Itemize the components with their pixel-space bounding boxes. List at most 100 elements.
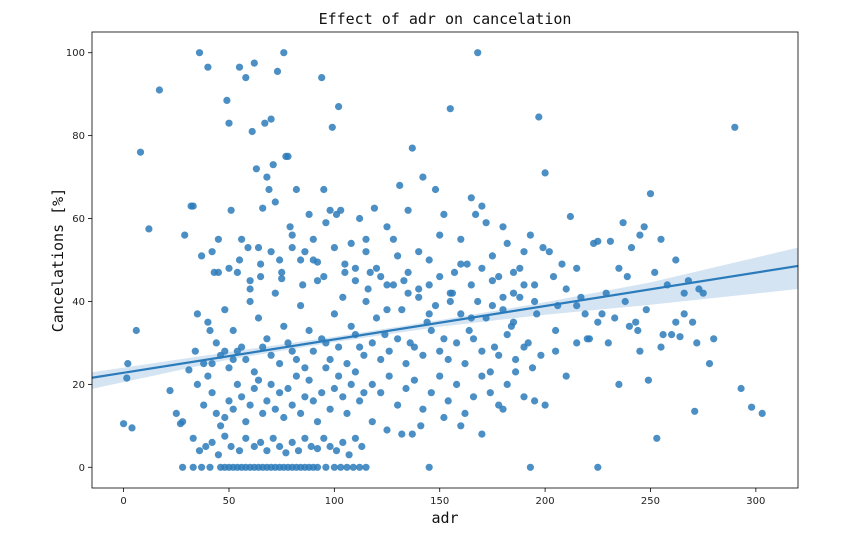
scatter-point <box>478 372 486 380</box>
scatter-point <box>581 310 589 318</box>
scatter-point <box>200 401 208 409</box>
scatter-point <box>474 297 482 306</box>
scatter-point <box>377 273 385 281</box>
scatter-point <box>349 463 357 471</box>
scatter-point <box>394 401 402 409</box>
regression-line-path <box>91 264 799 379</box>
scatter-point <box>680 289 688 297</box>
scatter-point <box>389 235 397 243</box>
scatter-point <box>326 355 334 364</box>
scatter-point <box>351 434 359 442</box>
scatter-point <box>330 244 338 252</box>
scatter-point <box>415 248 423 256</box>
x-tick-label: 200 <box>536 496 555 507</box>
scatter-point <box>469 393 478 401</box>
scatter-point <box>271 405 279 413</box>
scatter-point <box>351 368 359 376</box>
scatter-point <box>248 127 256 136</box>
scatter-point <box>278 275 286 283</box>
scatter-point <box>541 169 549 177</box>
scatter-point <box>225 364 233 372</box>
scatter-point <box>233 268 241 276</box>
scatter-point <box>526 463 535 471</box>
scatter-point <box>657 343 665 351</box>
scatter-point <box>425 463 433 471</box>
scatter-point <box>488 277 496 285</box>
scatter-point <box>120 420 128 428</box>
scatter-point <box>286 223 294 231</box>
scatter-point <box>284 339 292 347</box>
scatter-point <box>539 244 547 252</box>
scatter-point <box>431 302 440 310</box>
scatter-point <box>208 360 216 368</box>
scatter-point <box>280 322 288 330</box>
x-ticks: 0 50 100 150 200 250 300 <box>120 488 765 507</box>
scatter-point <box>235 63 244 71</box>
scatter-point <box>227 442 235 451</box>
scatter-point <box>320 273 328 281</box>
y-tick-label: 20 <box>72 380 85 391</box>
scatter-point <box>305 210 313 218</box>
scatter-point <box>263 397 271 405</box>
scatter-point <box>301 248 309 256</box>
scatter-point <box>385 372 393 380</box>
scatter-point <box>370 204 378 212</box>
scatter-point <box>453 339 461 347</box>
scatter-point <box>269 161 277 169</box>
scatter-point <box>623 273 631 281</box>
scatter-point <box>372 314 381 322</box>
scatter-point <box>465 326 473 335</box>
scatter-point <box>360 351 368 359</box>
scatter-point <box>467 194 475 202</box>
scatter-point <box>246 285 254 293</box>
scatter-point <box>208 248 216 256</box>
scatter-point <box>189 463 197 471</box>
scatter-point <box>425 281 433 289</box>
scatter-point <box>383 426 391 434</box>
scatter-point <box>235 256 244 264</box>
scatter-point <box>463 260 471 268</box>
scatter-point <box>271 289 279 297</box>
scatter-point <box>335 372 343 380</box>
scatter-point <box>446 297 454 306</box>
scatter-point <box>604 339 612 347</box>
scatter-point <box>257 273 265 281</box>
scatter-point <box>450 268 459 276</box>
scatter-point <box>558 260 566 268</box>
scatter-point <box>509 289 518 297</box>
scatter-point <box>425 310 433 318</box>
scatter-point <box>309 397 317 405</box>
scatter-point <box>503 380 511 388</box>
scatter-point <box>672 318 680 326</box>
scatter-point <box>309 235 317 243</box>
scatter-point <box>345 451 353 459</box>
scatter-point <box>457 310 465 318</box>
scatter-point <box>356 397 364 405</box>
x-tick-label: 100 <box>325 496 344 507</box>
scatter-point <box>383 306 391 314</box>
scatter-point <box>615 264 623 272</box>
scatter-point <box>531 281 539 289</box>
scatter-point <box>189 202 197 210</box>
scatter-point <box>440 413 448 422</box>
scatter-point <box>351 264 359 272</box>
scatter-point <box>573 339 581 347</box>
scatter-point <box>383 281 391 289</box>
scatter-point <box>478 347 486 355</box>
scatter-point <box>267 380 275 388</box>
scatter-point <box>478 430 486 438</box>
scatter-point <box>402 384 410 393</box>
scatter-point <box>461 360 469 368</box>
scatter-point <box>276 389 284 397</box>
scatter-point <box>206 326 214 335</box>
scatter-point <box>583 335 591 343</box>
scatter-point <box>339 293 347 301</box>
scatter-point <box>259 409 267 417</box>
scatter-point <box>337 463 345 471</box>
scatter-point <box>292 185 300 194</box>
scatter-point <box>305 376 313 384</box>
scatter-point <box>680 310 688 318</box>
scatter-point <box>431 185 440 194</box>
scatter-point <box>691 407 699 415</box>
chart-title: Effect of adr on cancelation <box>319 10 572 28</box>
